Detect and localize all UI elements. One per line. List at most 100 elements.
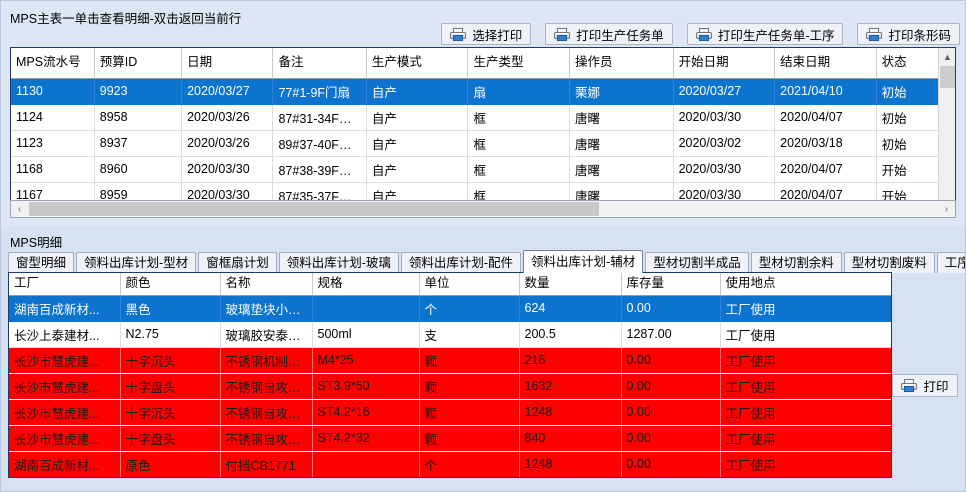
table-row[interactable]: 1130 9923 2020/03/27 77#1-9F门扇 自产 扇 栗娜 2… xyxy=(11,78,955,105)
cell-mps-serial: 1168 xyxy=(11,156,95,183)
cell-stock: 0.00 xyxy=(621,295,721,322)
cell-budget-id: 8960 xyxy=(94,156,183,183)
tab-material-out-auxiliary[interactable]: 领料出库计划-辅材 xyxy=(523,250,644,273)
mps-master-table-body: 1130 9923 2020/03/27 77#1-9F门扇 自产 扇 栗娜 2… xyxy=(11,78,955,215)
cell-budget-id: 9923 xyxy=(94,78,183,105)
tab-process[interactable]: 工序 xyxy=(936,252,966,273)
cell-color: 十字沉头 xyxy=(120,347,221,374)
cell-end-date: 2021/04/10 xyxy=(774,78,877,105)
table-row[interactable]: 1124 8958 2020/03/26 87#31-34F门框 自产 框 唐曙… xyxy=(11,104,955,131)
cell-prod-type: 扇 xyxy=(467,78,570,105)
table-row[interactable]: 湖南百成新材... 原色 利得佳毛条 7*4 米 2911.81 0.00 工厂… xyxy=(9,477,891,478)
cell-end-date: 2020/04/07 xyxy=(774,156,877,183)
vertical-scrollbar[interactable]: ▲ ▼ xyxy=(938,48,955,215)
table-row[interactable]: 长沙市慧虎建... 十字盘头 不锈钢自攻螺钉 ST4.2*32 颗 840 0.… xyxy=(9,425,891,452)
tab-window-detail[interactable]: 窗型明细 xyxy=(8,252,75,273)
tab-profile-cut-semifinished[interactable]: 型材切割半成品 xyxy=(645,252,749,273)
printer-icon xyxy=(554,27,571,41)
table-row[interactable]: 长沙市慧虎建... 十字沉头 不锈钢机制螺钉 M4*25 颗 216 0.00 … xyxy=(9,347,891,374)
cell-start-date: 2020/03/27 xyxy=(673,78,776,105)
scroll-left-icon[interactable]: ‹ xyxy=(17,203,22,215)
mps-master-table: MPS流水号 预算ID 日期 备注 生产模式 生产类型 操作员 开始日期 结束日… xyxy=(11,48,955,215)
cell-prod-type: 框 xyxy=(467,104,570,131)
printer-icon xyxy=(866,27,883,41)
table-row[interactable]: 湖南百成新材... 原色 付挡CB1771 个 1248 0.00 工厂使用 xyxy=(9,451,891,477)
horizontal-scrollbar[interactable]: ‹ › xyxy=(10,200,956,218)
cell-date: 2020/03/27 xyxy=(181,78,274,105)
printer-icon xyxy=(695,27,712,41)
scroll-up-icon[interactable]: ▲ xyxy=(939,48,955,65)
column-header-end-date[interactable]: 结束日期 xyxy=(774,48,877,79)
cell-prod-mode: 自产 xyxy=(366,156,469,183)
column-header-unit[interactable]: 单位 xyxy=(419,273,520,296)
detail-print-button[interactable]: 打印 xyxy=(892,373,958,397)
select-print-button[interactable]: 选择打印 xyxy=(441,23,532,45)
table-row[interactable]: 1123 8937 2020/03/26 89#37-40F门框 自产 框 唐曙… xyxy=(11,130,955,157)
cell-remark: 87#38-39F门框 xyxy=(272,156,367,183)
cell-remark: 77#1-9F门扇 xyxy=(272,78,367,105)
column-header-date[interactable]: 日期 xyxy=(181,48,274,79)
table-header-row: 工厂 颜色 名称 规格 单位 数量 库存量 使用地点 xyxy=(9,273,891,296)
cell-unit: 颗 xyxy=(419,347,520,374)
table-row[interactable]: 长沙上泰建材... N2.75 玻璃胶安泰172 500ml 支 200.5 1… xyxy=(9,321,891,348)
tab-profile-cut-remnant[interactable]: 型材切割余料 xyxy=(750,252,842,273)
cell-mps-serial: 1123 xyxy=(11,130,95,157)
column-header-name[interactable]: 名称 xyxy=(220,273,313,296)
cell-name: 付挡CB1771 xyxy=(220,451,313,477)
cell-name: 不锈钢自攻螺钉 xyxy=(220,425,313,452)
column-header-start-date[interactable]: 开始日期 xyxy=(673,48,776,79)
vertical-scrollbar-thumb[interactable] xyxy=(940,66,955,88)
cell-location: 工厂使用 xyxy=(720,477,891,478)
cell-factory: 长沙上泰建材... xyxy=(9,321,121,348)
scroll-right-icon[interactable]: › xyxy=(944,203,949,215)
column-header-location[interactable]: 使用地点 xyxy=(720,273,891,296)
print-production-order-process-label: 打印生产任务单-工序 xyxy=(717,28,835,43)
cell-location: 工厂使用 xyxy=(720,425,891,452)
cell-quantity: 840 xyxy=(519,425,622,452)
column-header-spec[interactable]: 规格 xyxy=(312,273,420,296)
panel-title-mps-master: MPS主表一单击查看明细-双击返回当前行 xyxy=(10,12,242,26)
cell-name: 玻璃垫块小黑... xyxy=(220,295,313,322)
tab-material-out-glass[interactable]: 领料出库计划-玻璃 xyxy=(278,252,399,273)
cell-color: 十字沉头 xyxy=(120,399,221,426)
cell-stock: 0.00 xyxy=(621,373,721,400)
table-row[interactable]: 长沙市慧虎建... 十字沉头 不锈钢自攻螺钉 ST4.2*16 颗 1248 0… xyxy=(9,399,891,426)
mps-master-panel: MPS主表一单击查看明细-双击返回当前行 选择打印 打印生产任务单 打印生产任务… xyxy=(0,0,966,226)
table-row[interactable]: 湖南百成新材... 黑色 玻璃垫块小黑... 个 624 0.00 工厂使用 xyxy=(9,295,891,322)
cell-date: 2020/03/26 xyxy=(181,104,274,131)
cell-prod-type: 框 xyxy=(467,130,570,157)
cell-color: 原色 xyxy=(120,477,220,478)
print-production-order-button[interactable]: 打印生产任务单 xyxy=(545,23,673,45)
cell-location: 工厂使用 xyxy=(720,373,891,400)
column-header-operator[interactable]: 操作员 xyxy=(569,48,674,79)
table-row[interactable]: 1168 8960 2020/03/30 87#38-39F门框 自产 框 唐曙… xyxy=(11,156,955,183)
cell-end-date: 2020/03/18 xyxy=(774,130,877,157)
cell-name: 玻璃胶安泰172 xyxy=(220,321,313,348)
cell-start-date: 2020/03/30 xyxy=(673,156,776,183)
horizontal-scrollbar-thumb[interactable] xyxy=(29,202,599,216)
cell-start-date: 2020/03/02 xyxy=(673,130,776,157)
cell-date: 2020/03/30 xyxy=(181,156,274,183)
column-header-color[interactable]: 颜色 xyxy=(120,273,221,296)
column-header-stock[interactable]: 库存量 xyxy=(621,273,721,296)
tab-material-out-fittings[interactable]: 领料出库计划-配件 xyxy=(400,252,522,273)
cell-color: 黑色 xyxy=(120,295,221,322)
tab-profile-cut-waste[interactable]: 型材切割废料 xyxy=(843,252,935,273)
cell-end-date: 2020/04/07 xyxy=(774,104,877,131)
column-header-prod-mode[interactable]: 生产模式 xyxy=(366,48,469,79)
tab-frame-sash-plan[interactable]: 窗框扇计划 xyxy=(198,252,277,273)
column-header-prod-type[interactable]: 生产类型 xyxy=(467,48,570,79)
mps-detail-grid[interactable]: 工厂 颜色 名称 规格 单位 数量 库存量 使用地点 湖南百成新材... 黑色 xyxy=(8,272,892,478)
column-header-quantity[interactable]: 数量 xyxy=(519,273,622,296)
print-barcode-button[interactable]: 打印条形码 xyxy=(857,23,960,45)
column-header-budget-id[interactable]: 预算ID xyxy=(94,48,183,79)
mps-master-grid[interactable]: MPS流水号 预算ID 日期 备注 生产模式 生产类型 操作员 开始日期 结束日… xyxy=(10,47,956,216)
column-header-factory[interactable]: 工厂 xyxy=(9,273,121,296)
table-row[interactable]: 长沙市慧虎建... 十字盘头 不锈钢自攻螺钉 ST3.9*50 颗 1632 0… xyxy=(9,373,891,400)
column-header-mps-serial[interactable]: MPS流水号 xyxy=(11,48,95,79)
print-toolbar: 选择打印 打印生产任务单 打印生产任务单-工序 打印条形码 xyxy=(441,22,960,46)
column-header-remark[interactable]: 备注 xyxy=(272,48,367,79)
cell-spec: ST4.2*16 xyxy=(312,399,420,426)
tab-material-out-profile[interactable]: 领料出库计划-型材 xyxy=(76,252,197,273)
print-production-order-process-button[interactable]: 打印生产任务单-工序 xyxy=(686,23,844,45)
